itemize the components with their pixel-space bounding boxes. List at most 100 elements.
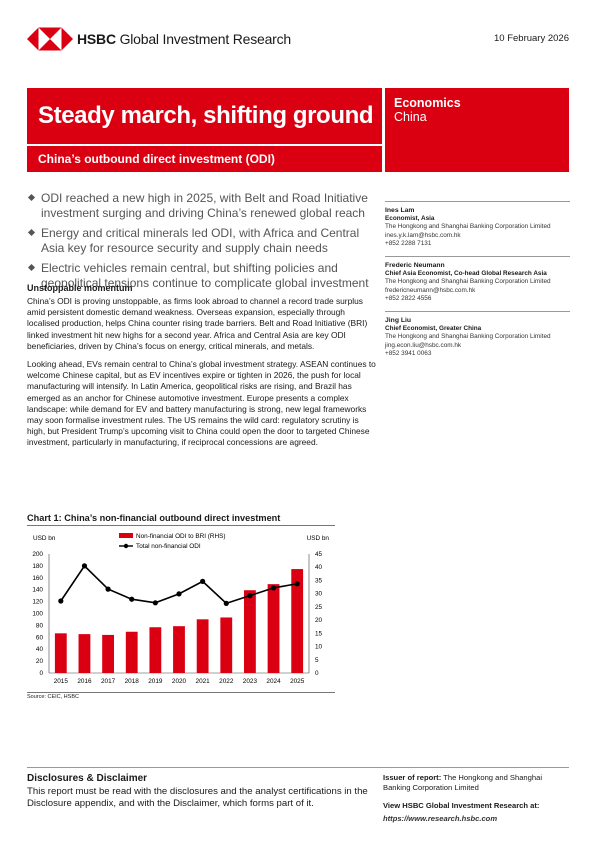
legend-line-label: Total non-financial ODI <box>136 543 201 550</box>
point-total-odi <box>247 593 253 599</box>
y-tick-label: 140 <box>32 587 43 594</box>
y-right-tick-label: 30 <box>315 591 323 598</box>
disclaimer-title: Disclosures & Disclaimer <box>27 773 148 784</box>
author-card: Frederic Neumann Chief Asia Economist, C… <box>385 262 570 303</box>
y-tick-label: 120 <box>32 599 43 606</box>
section-region: China <box>394 110 427 124</box>
y-right-tick-label: 45 <box>315 551 323 558</box>
bar-bri <box>173 626 185 673</box>
author-org: The Hongkong and Shanghai Banking Corpor… <box>385 333 551 341</box>
research-url-link[interactable]: https://www.research.hsbc.com <box>383 814 498 823</box>
legend-line-marker <box>123 543 129 549</box>
subtitle-banner: China’s outbound direct investment (ODI) <box>27 146 382 172</box>
paragraph: China’s ODI is proving unstoppable, as f… <box>27 296 368 351</box>
author-list: Ines Lam Economist, Asia The Hongkong an… <box>385 201 570 366</box>
author-email-link[interactable]: ines.y.k.lam@hsbc.com.hk <box>385 231 461 239</box>
author-name: Ines Lam <box>385 207 415 214</box>
point-total-odi <box>200 578 206 584</box>
x-tick-label: 2024 <box>266 678 281 685</box>
issuer-value: The Hongkong and Shanghai Banking Corpor… <box>383 773 543 792</box>
body-text: Unstoppable momentum China’s ODI is prov… <box>27 283 379 456</box>
chart-title: Chart 1: China’s non-financial outbound … <box>27 513 281 523</box>
divider <box>27 767 569 768</box>
y-right-tick-label: 35 <box>315 577 323 584</box>
issuer-info: Issuer of report: The Hongkong and Shang… <box>383 773 569 792</box>
key-point: Electric vehicles remain central, but sh… <box>27 261 377 291</box>
author-phone: +852 2288 7131 <box>385 239 432 247</box>
x-tick-label: 2022 <box>219 678 234 685</box>
key-point: Energy and critical minerals led ODI, wi… <box>27 226 377 256</box>
point-total-odi <box>176 591 182 597</box>
x-tick-label: 2020 <box>172 678 187 685</box>
key-point: ODI reached a new high in 2025, with Bel… <box>27 191 377 221</box>
bar-bri <box>196 619 209 673</box>
x-tick-label: 2023 <box>243 678 258 685</box>
report-date: 10 February 2026 <box>494 33 569 44</box>
y-right-tick-label: 5 <box>315 657 319 664</box>
key-points: ODI reached a new high in 2025, with Bel… <box>27 191 377 296</box>
paragraph: Looking ahead, EVs remain central to Chi… <box>27 359 376 448</box>
x-tick-label: 2019 <box>148 678 163 685</box>
bar-bri <box>267 584 280 673</box>
section-name: Economics <box>394 96 461 110</box>
bar-bri <box>102 634 114 673</box>
x-tick-label: 2021 <box>196 678 211 685</box>
y-axis-label: USD bn <box>33 535 56 542</box>
y-right-tick-label: 25 <box>315 604 323 611</box>
hsbc-hexagon-icon <box>27 27 73 51</box>
y-tick-label: 160 <box>32 575 43 582</box>
point-total-odi <box>58 598 64 604</box>
y-tick-label: 180 <box>32 563 43 570</box>
author-email-link[interactable]: jing.econ.liu@hsbc.com.hk <box>385 341 462 349</box>
bar-bri <box>291 569 304 673</box>
author-card: Ines Lam Economist, Asia The Hongkong an… <box>385 207 570 248</box>
point-total-odi <box>81 563 88 569</box>
x-tick-label: 2025 <box>290 678 305 685</box>
issuer-label: Issuer of report: <box>383 773 442 782</box>
point-total-odi <box>270 585 277 591</box>
author-role: Chief Asia Economist, Co-head Global Res… <box>385 270 547 278</box>
y-tick-label: 20 <box>36 658 44 665</box>
y-right-tick-label: 0 <box>315 670 319 677</box>
y-tick-label: 100 <box>32 611 43 618</box>
y-right-tick-label: 10 <box>315 644 323 651</box>
legend-bar-swatch <box>119 533 133 538</box>
point-total-odi <box>294 581 300 587</box>
chart: 0 20 40 60 80 100 120 140 160 180 200 0 5 10 15 20 25 30 3… <box>27 525 335 693</box>
author-role: Economist, Asia <box>385 215 435 223</box>
author-name: Jing Liu <box>385 317 412 325</box>
divider <box>385 201 570 202</box>
disclaimer-text: This report must be read with the disclo… <box>27 786 368 809</box>
point-total-odi <box>129 596 135 602</box>
author-name: Frederic Neumann <box>385 262 445 270</box>
line-total-odi <box>60 564 298 605</box>
bar-bri <box>125 631 138 673</box>
y-right-tick-label: 40 <box>315 564 323 571</box>
bar-bri <box>244 590 256 673</box>
author-phone: +852 3941 0063 <box>385 349 432 357</box>
divider <box>385 256 570 258</box>
author-email-link[interactable]: fredericneumann@hsbc.com.hk <box>385 286 476 294</box>
disclaimer: Disclosures & Disclaimer This report mus… <box>27 773 372 810</box>
title-banner: Steady march, shifting ground <box>27 88 382 144</box>
section-box: Economics China <box>385 88 569 172</box>
y-tick-label: 200 <box>32 551 43 558</box>
bar-bri <box>78 634 91 673</box>
x-tick-label: 2016 <box>77 678 92 685</box>
author-card: Jing Liu Chief Economist, Greater China … <box>385 317 570 358</box>
legend-bar-label: Non-financial ODI to BRI (RHS) <box>136 533 226 540</box>
brand-bold: HSBC <box>77 31 116 47</box>
y-tick-label: 0 <box>39 670 43 677</box>
view-research-label: View HSBC Global Investment Research at: <box>383 801 540 810</box>
point-total-odi <box>152 600 158 606</box>
y-tick-label: 80 <box>36 622 44 629</box>
y-tick-label: 60 <box>36 634 44 641</box>
section-heading: Unstoppable momentum <box>27 283 133 293</box>
chart-source: Source: CEIC, HSBC <box>27 694 79 700</box>
y-right-tick-label: 20 <box>315 617 323 624</box>
y-right-tick-label: 15 <box>315 630 323 637</box>
author-org: The Hongkong and Shanghai Banking Corpor… <box>385 278 551 286</box>
bar-bri <box>220 617 233 673</box>
divider <box>385 311 570 313</box>
bar-bri <box>149 627 162 673</box>
